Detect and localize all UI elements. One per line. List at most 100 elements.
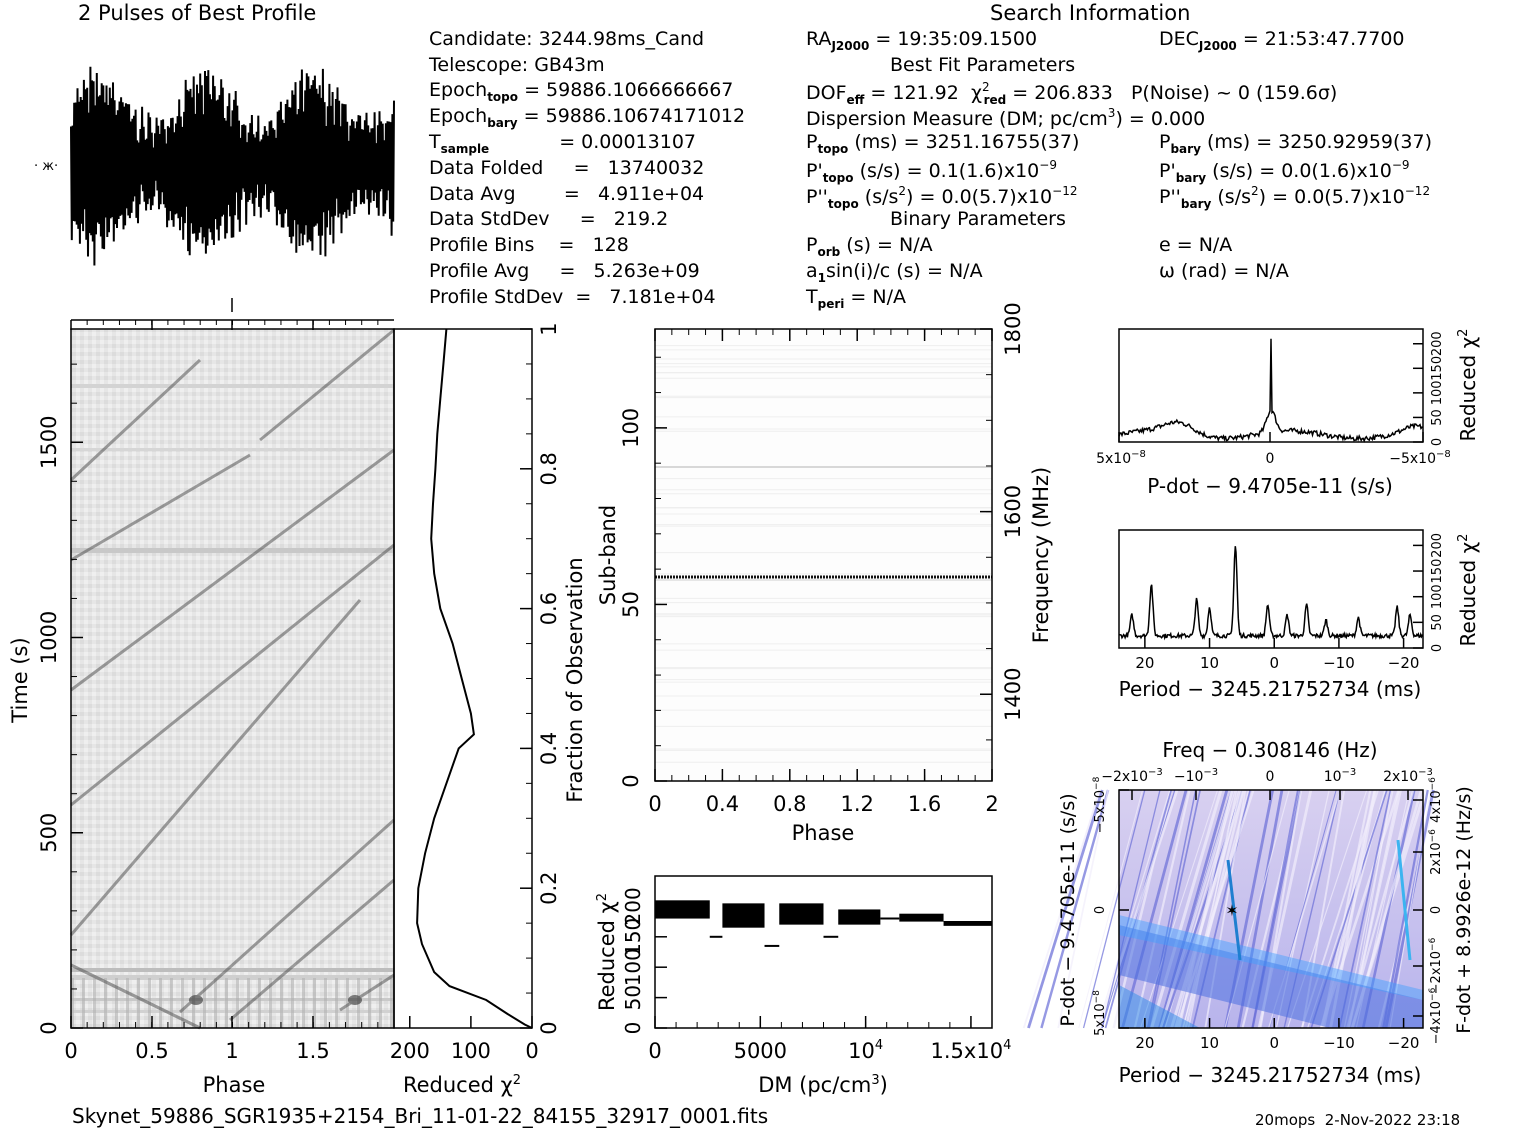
period-pdot-x2tick-label: 0 [1266,769,1275,785]
period-pdot-ylabel: P-dot − 9.4705e-11 (s/s) [1057,793,1079,1026]
footer-filename: Skynet_59886_SGR1935+2154_Bri_11-01-22_8… [72,1104,769,1128]
chi2-dm-ytick-label: 200 [621,887,645,925]
chi2-period-line [1118,546,1424,641]
dm-label: Dispersion Measure (DM; pc/cm [806,108,1108,130]
time-phase-ytick-label: 0 [37,1021,61,1034]
subband-ytick-label: 100 [619,408,643,448]
pdd-bary-value: ) = 0.0(5.7)x10 [1258,186,1405,208]
chi2-dm-xtick-exponent: 4 [875,1038,883,1053]
time-phase-row-band [71,448,394,451]
subband-xtick-label: 1.2 [840,792,873,816]
period-pdot-bright-streak [1396,839,1412,961]
time-phase-xtick-label: 1.5 [296,1039,329,1063]
time-phase-bottom-streak [115,978,118,1028]
time-phase-bottom-streak [379,978,382,1028]
period-pdot-xtick-label: 10 [1200,1034,1219,1052]
subband-xtick-label: 1.6 [908,792,941,816]
time-phase-row-band [71,975,394,980]
time-phase-bottom-streak [236,978,239,1028]
time-phase-row-band [71,548,394,553]
time-phase-xtick-label: 0 [64,1039,77,1063]
chi2-time-xtick-label: 100 [451,1039,491,1063]
pd-topo-value: (s/s) = 0.1(1.6)x10 [859,160,1040,182]
data-folded-line: Data Folded = 13740032 [429,157,705,179]
ra-line: RAJ2000 = 19:35:09.1500 [806,28,1038,53]
p-orb-line: Porb (s) = N/A [806,234,933,259]
p-noise-value: P(Noise) ~ 0 (159.6σ) [1130,82,1338,104]
omega-line: ω (rad) = N/A [1159,260,1289,282]
period-pdot-x2tick-label: 10−3 [1324,767,1357,785]
chi2-period-ytick-label: 0 [1430,644,1445,652]
time-phase-ytick-label: 500 [37,813,61,853]
period-pdot-streak [1040,789,1110,1029]
chi2-time-ytick-label: 0.4 [537,732,561,765]
dm-value: ) = 0.000 [1115,108,1206,130]
time-phase-bottom-streak [137,978,140,1028]
period-pdot-ytick-exponent: −8 [1092,776,1102,790]
subband-xtick-label: 0.4 [706,792,739,816]
time-phase-bottom-streak [181,978,184,1028]
period-pdot-ytick-label: 0 [1093,906,1108,914]
time-phase-row-band [71,384,394,388]
chi2-pdot-ytick-label: 0 [1430,438,1445,446]
chi2-dm-xtick-exponent: 4 [1003,1038,1011,1053]
pdd-bary-unit: (s/s [1217,186,1252,208]
period-pdot-streaks [1022,789,1438,1029]
chi2-period-xtick-label: −20 [1388,654,1420,672]
a1sini-line: a1sin(i)/c (s) = N/A [806,260,983,285]
data-stddev-line: Data StdDev = 219.2 [429,208,669,230]
time-phase-bottom-streak [82,978,85,1028]
chi2-time-ytick-label: 1 [537,322,561,335]
t-sample-line: Tsample = 0.00013107 [429,131,696,156]
time-phase-panel: 0 0.5 1 1.5 0 500 1000 1500 Phase Time (s) [8,298,396,1097]
time-phase-ylabel: Time (s) [8,637,32,723]
period-pdot-y2tick-label: 0 [1429,906,1444,914]
subband-xtick-label: 0 [648,792,661,816]
chi2-pdot-line [1118,338,1424,443]
period-pdot-y2tick-label: −2x10−6 [1428,937,1444,994]
time-phase-bottom-streak [302,978,305,1028]
period-pdot-ytick-label: −5x10−8 [1092,776,1108,833]
pulse-track [70,453,251,562]
chi2-time-xlabel: Reduced χ2 [403,1073,521,1097]
candidate-line: Candidate: 3244.98ms_Cand [429,28,705,50]
epoch-topo-line: Epochtopo = 59886.1066666667 [429,79,734,104]
chi2-dm-xtick-label: 1.5x104 [931,1038,1012,1063]
period-pdot-streak [1389,789,1432,1029]
time-phase-bottom-streak [368,978,371,1028]
period-pdot-x2tick-exponent: −3 [1418,767,1433,778]
chi2-pdot-xtick-label: 0 [1266,451,1275,467]
chi2-time-ytick-label: 0 [537,1021,561,1034]
period-pdot-bright-streak [1226,859,1242,961]
pdd-topo-unit: (s/s [864,186,899,208]
ra-value: = 19:35:09.1500 [875,28,1038,50]
period-pdot-streak [1121,789,1188,1029]
period-pdot-streak [1377,789,1438,1029]
period-pdot-y2tick-label: 2x10−6 [1428,829,1444,875]
time-phase-bottom-streak [93,978,96,1028]
period-pdot-x2tick-exponent: −3 [1203,767,1218,778]
period-pdot-ticks: 20 10 0 −10 −20 −2x10−3 −10−3 0 10−3 2x10−3 5x10−8… [1092,767,1444,1052]
epoch-topo-value: = 59886.1066666667 [524,79,734,101]
pulse-track [229,878,395,1022]
chi2-period-ytick-label: 200 [1430,533,1445,558]
chi2-pdot-ylabel: Reduced χ2 [1456,329,1480,442]
pulse-blob [189,995,203,1005]
period-pdot-band [1119,925,1423,1028]
chi2-pdot-ytick-label: 150 [1430,356,1445,381]
period-pdot-xtick-label: −20 [1388,1034,1420,1052]
pulse-tracks [69,328,396,1030]
search-title: Search Information [990,1,1191,25]
p-bary-line: Pbary (ms) = 3250.92959(37) [1159,131,1433,156]
chi2-dm-ytick-label: 150 [621,918,645,956]
period-pdot-y2tick-exponent: −6 [1428,937,1438,951]
time-phase-bottom-streak [291,978,294,1028]
time-phase-image [71,329,394,1028]
subband-xlabel: Phase [792,821,855,845]
profile-title: 2 Pulses of Best Profile [78,1,317,25]
chi2-dm-block [655,900,710,919]
period-pdot-xtick-label: 20 [1135,1034,1154,1052]
